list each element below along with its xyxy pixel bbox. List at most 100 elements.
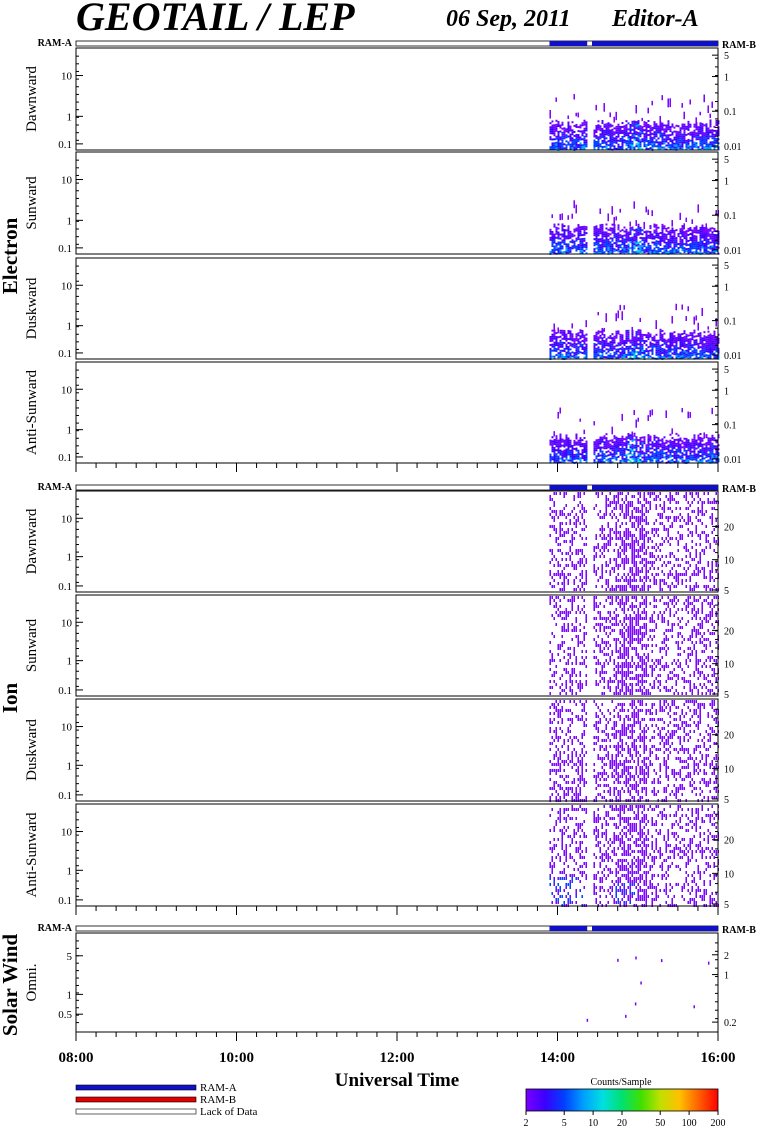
heat-cell xyxy=(653,337,656,340)
heat-cell xyxy=(557,352,560,355)
heat-cell xyxy=(641,132,644,135)
heat-cell xyxy=(625,120,628,123)
heat-cell xyxy=(607,148,610,151)
heat-cell xyxy=(681,247,684,250)
heat-cell xyxy=(593,599,595,602)
heat-cell xyxy=(621,121,624,124)
heat-cell xyxy=(653,567,655,570)
heat-cell xyxy=(709,247,712,250)
heat-cell xyxy=(635,342,638,345)
heat-cell xyxy=(553,555,555,558)
heat-cell xyxy=(601,546,603,549)
heat-cell xyxy=(643,543,645,546)
heat-cell xyxy=(579,439,582,442)
heat-cell xyxy=(573,668,575,671)
heat-cell xyxy=(553,504,555,507)
heat-cell xyxy=(567,629,569,632)
heat-cell xyxy=(639,450,642,453)
y-tick-label: 10 xyxy=(61,175,73,187)
heat-cell xyxy=(709,579,711,582)
heat-cell xyxy=(581,650,583,653)
heat-cell xyxy=(631,495,633,498)
heat-cell xyxy=(667,354,670,357)
heat-cell xyxy=(575,513,577,516)
heat-cell xyxy=(563,596,565,599)
heat-cell xyxy=(651,344,654,347)
heat-cell xyxy=(651,409,653,416)
heat-cell xyxy=(713,243,716,246)
heat-cell xyxy=(607,450,610,453)
heat-cell xyxy=(697,356,700,359)
heat-cell xyxy=(709,453,712,456)
heat-cell xyxy=(571,662,573,665)
heat-cell xyxy=(581,455,584,458)
heat-cell xyxy=(657,226,660,229)
heat-cell xyxy=(575,349,578,352)
heat-cell xyxy=(645,354,648,357)
heat-cell xyxy=(663,436,666,439)
heat-cell xyxy=(609,534,611,537)
heat-cell xyxy=(681,440,684,443)
heat-cell xyxy=(605,352,608,355)
heat-cell xyxy=(553,525,555,528)
heat-cell xyxy=(677,434,680,437)
heat-cell xyxy=(685,455,688,458)
heat-cell xyxy=(627,510,629,513)
heat-cell xyxy=(715,350,718,353)
heat-cell xyxy=(671,448,674,451)
heat-cell xyxy=(583,429,585,435)
heat-cell xyxy=(707,127,710,130)
heat-cell xyxy=(705,125,708,128)
heat-cell xyxy=(549,495,551,498)
heat-cell xyxy=(613,339,616,342)
heat-cell xyxy=(645,498,647,501)
heat-cell xyxy=(645,344,648,347)
heat-cell xyxy=(551,446,554,449)
heat-cell xyxy=(701,234,704,237)
heat-cell xyxy=(681,452,684,455)
heat-cell xyxy=(581,250,584,253)
heat-cell xyxy=(583,555,585,558)
heat-cell xyxy=(705,223,707,230)
heat-cell xyxy=(653,131,656,134)
heat-cell xyxy=(669,439,672,442)
heat-cell xyxy=(581,576,583,579)
heat-cell xyxy=(549,339,552,342)
heat-cell xyxy=(555,141,558,144)
heat-cell xyxy=(577,596,579,599)
heat-cell xyxy=(611,650,613,653)
heat-cell xyxy=(671,458,674,461)
heat-cell xyxy=(663,573,665,576)
heat-cell xyxy=(559,233,562,236)
heat-cell xyxy=(635,519,637,522)
heat-cell xyxy=(675,229,678,232)
heat-cell xyxy=(625,148,628,151)
heat-cell xyxy=(699,144,702,147)
heat-cell xyxy=(593,349,596,352)
heat-cell xyxy=(669,344,672,347)
heat-cell xyxy=(713,579,715,582)
heat-cell xyxy=(551,516,553,519)
heat-cell xyxy=(669,552,671,555)
heat-cell xyxy=(595,605,597,608)
heat-cell xyxy=(549,570,551,573)
heat-cell xyxy=(613,141,616,144)
heat-cell xyxy=(633,146,636,149)
heat-cell xyxy=(709,546,711,549)
heat-cell xyxy=(711,458,714,461)
heat-cell xyxy=(693,247,696,250)
heat-cell xyxy=(667,344,670,347)
heat-cell xyxy=(681,339,684,342)
heat-cell xyxy=(631,144,634,147)
heat-cell xyxy=(629,231,632,234)
heat-cell xyxy=(655,228,658,231)
heat-cell xyxy=(603,233,606,236)
heat-cell xyxy=(571,355,574,358)
heat-cell xyxy=(621,441,624,444)
heat-cell xyxy=(631,537,633,540)
heat-cell xyxy=(649,135,652,138)
heat-cell xyxy=(571,692,573,695)
heat-cell xyxy=(687,534,689,537)
heat-cell xyxy=(683,135,686,138)
heat-cell xyxy=(573,453,576,456)
